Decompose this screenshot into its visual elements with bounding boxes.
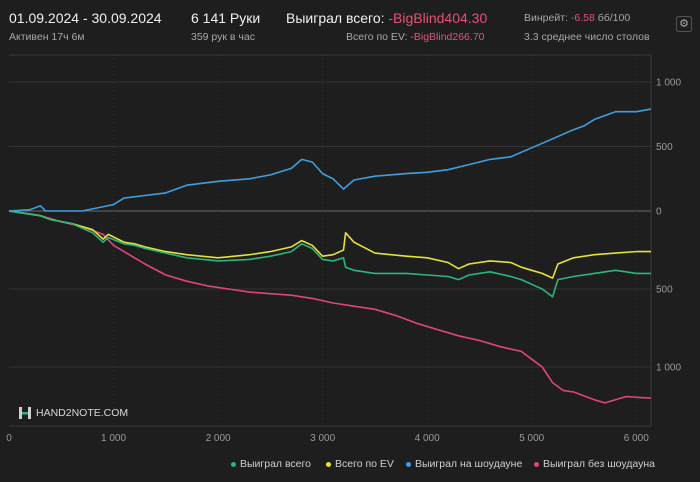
active-time: Активен 17ч 6м (9, 31, 85, 43)
legend-label: Всего по EV (335, 458, 394, 470)
y-tick-label: 1 000 (656, 363, 681, 374)
x-tick-label: 6 000 (624, 433, 649, 444)
y-tick-label: 1 000 (656, 78, 681, 89)
x-tick-label: 1 000 (101, 433, 126, 444)
series-line-1 (8, 210, 651, 279)
legend-label: Выиграл без шоудауна (543, 458, 655, 470)
legend-dot (231, 461, 236, 467)
x-tick-label: 5 000 (519, 433, 544, 444)
chart-legend: Выиграл всего Всего по EV Выиграл на шоу… (0, 458, 700, 472)
gear-icon[interactable]: ⚙ (676, 16, 692, 32)
legend-dot (326, 461, 331, 467)
legend-item-ev[interactable]: Всего по EV (326, 458, 394, 470)
won-total-value: -BigBlind404.30 (388, 10, 488, 26)
x-tick-label: 2 000 (206, 433, 231, 444)
y-tick-label: 0 (656, 207, 662, 218)
legend-dot (406, 461, 411, 467)
ev-total: Всего по EV: -BigBlind266.70 (346, 31, 485, 43)
ev-total-value: -BigBlind266.70 (410, 31, 485, 43)
legend-label: Выиграл на шоудауне (415, 458, 523, 470)
legend-dot (534, 461, 539, 467)
y-tick-label: 500 (656, 285, 673, 296)
legend-item-no-showdown[interactable]: Выиграл без шоудауна (534, 458, 655, 470)
ev-total-label: Всего по EV: (346, 31, 408, 43)
winrate-label: Винрейт: (524, 12, 568, 24)
winrate-suffix: бб/100 (597, 12, 631, 24)
legend-item-showdown[interactable]: Выиграл на шоудауне (406, 458, 522, 470)
hands-per-hour: 359 рук в час (191, 31, 255, 43)
x-tick-label: 3 000 (310, 433, 335, 444)
avg-tables: 3.3 среднее число столов (524, 31, 650, 43)
hand2note-logo: HAND2NOTE.COM (18, 406, 128, 420)
series-line-0 (8, 210, 651, 298)
winrate-value: -6.58 (570, 12, 595, 24)
logo-text: HAND2NOTE.COM (36, 407, 129, 419)
summary-header: 01.09.2024 - 30.09.2024 Активен 17ч 6м 6… (0, 0, 700, 50)
x-tick-label: 0 (6, 433, 12, 444)
date-range: 01.09.2024 - 30.09.2024 (9, 10, 162, 26)
hands-count: 6 141 Руки (191, 10, 261, 26)
legend-label: Выиграл всего (240, 458, 311, 470)
series-line-2 (8, 108, 652, 212)
legend-item-won-total[interactable]: Выиграл всего (231, 458, 311, 470)
x-tick-label: 4 000 (415, 433, 440, 444)
winrate: Винрейт: -6.58 бб/100 (524, 12, 630, 24)
hand2note-logo-icon (19, 407, 31, 419)
won-total-label: Выиграл всего: (286, 10, 385, 26)
won-total: Выиграл всего: -BigBlind404.30 (286, 10, 487, 26)
y-tick-label: 500 (656, 142, 673, 153)
series-line-3 (8, 210, 652, 404)
